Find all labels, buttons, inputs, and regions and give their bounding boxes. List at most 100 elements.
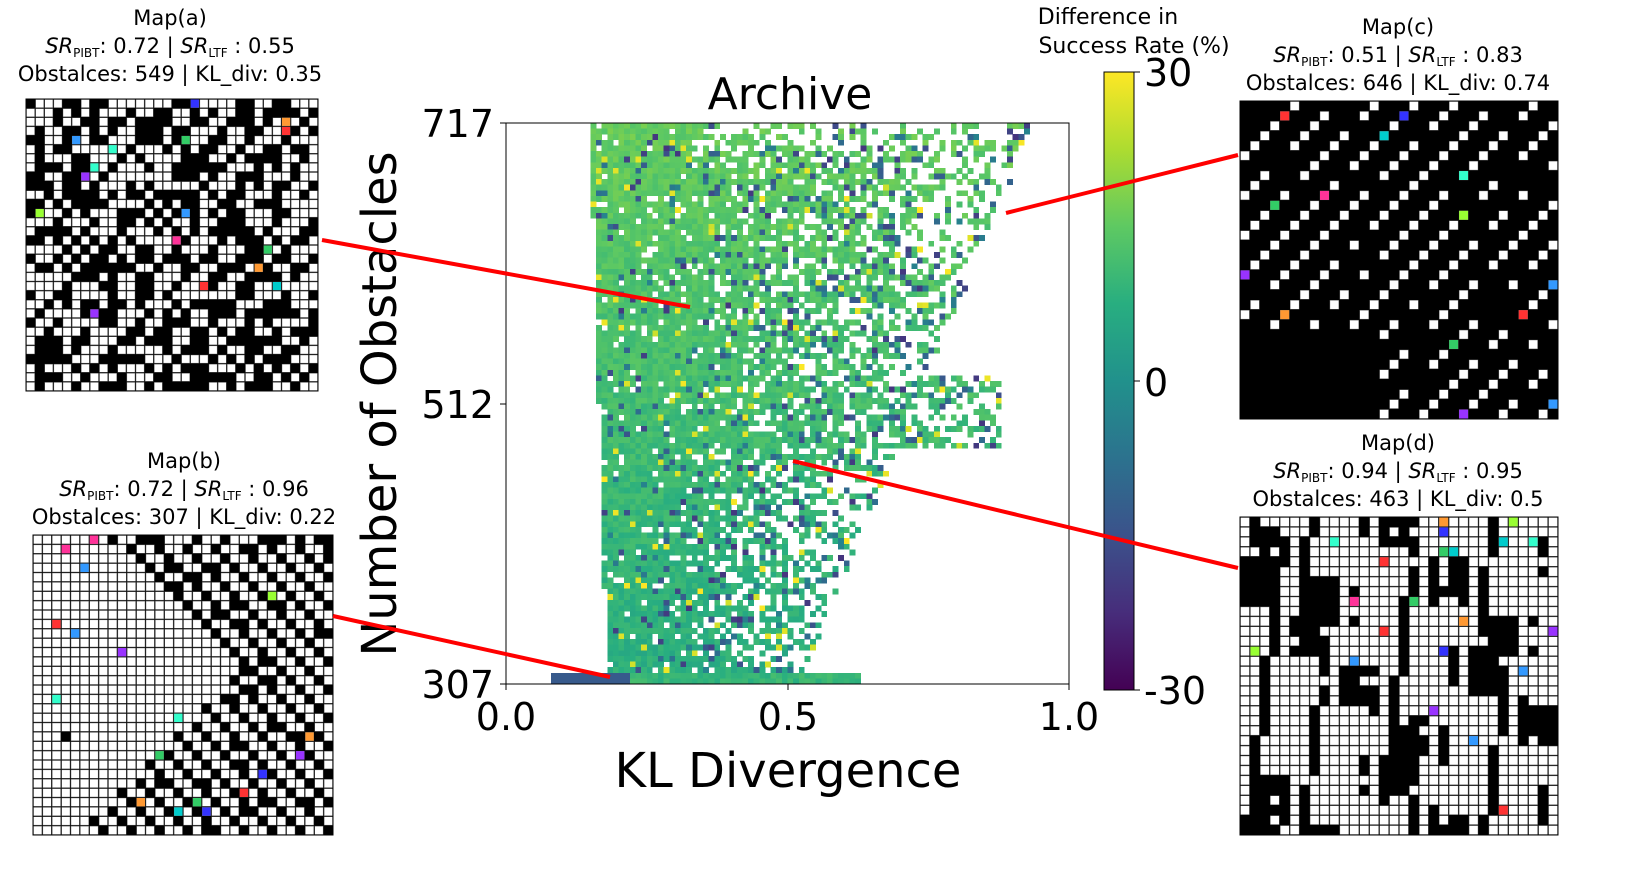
heatmap-cell — [753, 397, 760, 404]
heatmap-cell — [787, 212, 794, 219]
heatmap-cell — [618, 263, 625, 270]
heatmap-cell — [753, 190, 760, 197]
heatmap-cell — [860, 252, 867, 258]
heatmap-cell — [888, 156, 895, 163]
heatmap-cell — [787, 442, 794, 449]
heatmap-cell — [742, 285, 749, 292]
heatmap-cell — [804, 179, 811, 186]
heatmap-cell — [680, 465, 687, 472]
heatmap-cell — [798, 577, 805, 584]
heatmap-cell — [708, 566, 715, 573]
map-free-cell — [217, 154, 227, 163]
heatmap-cell — [691, 661, 698, 668]
map-free-cell — [135, 363, 145, 373]
heatmap-cell — [798, 554, 805, 561]
heatmap-cell — [607, 302, 614, 309]
heatmap-cell — [635, 526, 642, 533]
heatmap-cell — [691, 341, 698, 348]
heatmap-cell — [787, 453, 794, 460]
heatmap-cell — [826, 403, 833, 410]
map-free-cell — [263, 208, 273, 218]
heatmap-cell — [838, 252, 845, 258]
heatmap-cell — [691, 190, 698, 197]
heatmap-cell — [770, 336, 777, 343]
heatmap-cell — [652, 476, 659, 483]
heatmap-cell — [759, 409, 766, 416]
heatmap-cell — [871, 437, 878, 444]
heatmap-cell — [798, 627, 805, 634]
heatmap-cell — [641, 268, 648, 275]
separator: | — [174, 477, 194, 502]
heatmap-cell — [669, 235, 676, 242]
heatmap-cell — [736, 257, 743, 264]
heatmap-cell — [629, 470, 636, 477]
heatmap-cell — [652, 566, 659, 573]
heatmap-cell — [658, 167, 664, 174]
map-free-cell — [35, 272, 44, 282]
heatmap-cell — [849, 195, 856, 202]
heatmap-cell — [798, 246, 805, 253]
heatmap-cell — [601, 566, 608, 573]
heatmap-cell — [714, 588, 721, 595]
heatmap-cell — [973, 139, 980, 146]
heatmap-cell — [669, 599, 676, 606]
heatmap-cell — [607, 240, 614, 247]
heatmap-cell — [624, 123, 631, 129]
heatmap-cell — [781, 252, 788, 258]
heatmap-cell — [596, 392, 603, 399]
heatmap-cell — [629, 347, 636, 354]
heatmap-cell — [624, 358, 631, 365]
map-free-cell — [199, 172, 209, 181]
heatmap-cell — [742, 330, 749, 337]
heatmap-cell — [990, 139, 997, 146]
map-free-cell — [98, 554, 108, 563]
heatmap-cell — [793, 347, 800, 354]
heatmap-cell — [674, 470, 681, 477]
heatmap-cell — [798, 162, 805, 169]
heatmap-cell — [984, 179, 991, 186]
heatmap-cell — [748, 566, 755, 573]
heatmap-cell — [691, 627, 698, 634]
heatmap-cell — [725, 223, 732, 230]
heatmap-cell — [624, 381, 631, 387]
heatmap-cell — [894, 353, 901, 359]
heatmap-cell — [832, 347, 839, 354]
heatmap-cell — [652, 341, 659, 348]
map-free-cell — [98, 582, 108, 591]
heatmap-cell — [703, 459, 709, 466]
heatmap-cell — [748, 381, 755, 387]
heatmap-cell — [888, 246, 895, 253]
heatmap-cell — [770, 493, 777, 500]
heatmap-cell — [815, 425, 822, 432]
map-free-cell — [227, 345, 236, 355]
heatmap-cell — [815, 605, 822, 612]
map-free-cell — [236, 154, 245, 163]
heatmap-cell — [838, 341, 845, 348]
heatmap-cell — [793, 291, 800, 298]
colorbar-label-line2: Success Rate (%) — [1038, 34, 1229, 59]
heatmap-cell — [962, 190, 968, 197]
map-free-cell — [62, 309, 72, 318]
heatmap-cell — [978, 190, 985, 197]
heatmap-cell — [607, 235, 614, 242]
heatmap-cell — [764, 588, 771, 595]
heatmap-cell — [810, 397, 816, 404]
heatmap-cell — [697, 667, 704, 674]
heatmap-cell — [680, 510, 687, 516]
heatmap-cell — [703, 476, 709, 483]
heatmap-cell — [826, 347, 833, 354]
heatmap-cell — [725, 302, 732, 309]
heatmap-cell — [618, 655, 625, 662]
heatmap-cell — [618, 560, 625, 567]
heatmap-cell — [984, 223, 991, 230]
heatmap-cell — [596, 291, 603, 298]
heatmap-cell — [629, 549, 636, 556]
heatmap-cell — [911, 274, 918, 281]
heatmap-cell — [618, 240, 625, 247]
heatmap-cell — [742, 470, 749, 477]
map-free-cell — [108, 544, 118, 554]
map-free-cell — [281, 363, 291, 373]
heatmap-cell — [877, 302, 884, 309]
heatmap-cell — [680, 257, 687, 264]
heatmap-cell — [691, 229, 698, 236]
